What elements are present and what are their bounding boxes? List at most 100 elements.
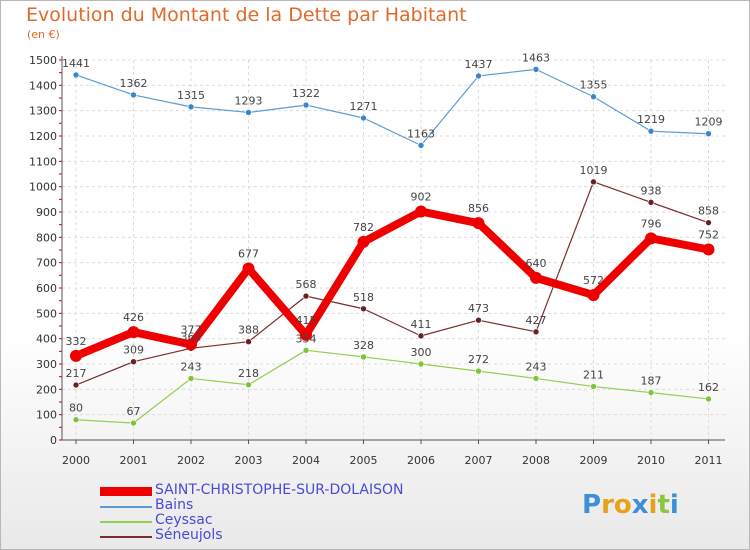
grid <box>62 59 725 441</box>
chart-unit: (en €) <box>27 28 60 41</box>
y-tick-label: 1400 <box>29 79 57 92</box>
data-point-bains <box>417 142 425 149</box>
x-tick-label: 2010 <box>637 454 665 467</box>
data-label-ceyssac: 328 <box>353 339 374 352</box>
data-point-ceyssac <box>705 395 712 403</box>
data-label-s-neujols: 411 <box>411 318 432 331</box>
data-point-ceyssac <box>532 375 540 382</box>
data-label-saint-christophe-sur-dolaison: 902 <box>411 190 432 203</box>
chart-title: Evolution du Montant de la Dette par Hab… <box>26 4 467 26</box>
data-label-s-neujols: 518 <box>353 291 374 304</box>
logo-letter: t <box>657 490 670 520</box>
data-label-saint-christophe-sur-dolaison: 640 <box>526 257 547 270</box>
data-label-bains: 1219 <box>637 113 665 126</box>
data-label-s-neujols: 362 <box>181 330 202 343</box>
data-label-s-neujols: 1019 <box>580 164 608 177</box>
data-label-saint-christophe-sur-dolaison: 415 <box>296 314 317 327</box>
data-point-ceyssac <box>72 416 80 424</box>
data-point-bains <box>72 71 80 79</box>
y-tick-label: 1000 <box>29 181 57 194</box>
data-point-bains <box>130 91 137 99</box>
x-tick-label: 2008 <box>522 454 550 467</box>
data-label-ceyssac: 354 <box>296 332 317 345</box>
data-point-ceyssac <box>245 381 252 389</box>
data-label-bains: 1271 <box>350 100 378 113</box>
data-label-saint-christophe-sur-dolaison: 332 <box>66 335 87 348</box>
data-point-bains <box>245 109 252 116</box>
data-label-ceyssac: 300 <box>411 346 432 359</box>
data-label-ceyssac: 218 <box>238 367 259 380</box>
y-tick-label: 100 <box>36 409 57 422</box>
x-tick-label: 2011 <box>695 454 723 467</box>
data-point-ceyssac <box>417 360 425 368</box>
logo-letter: i <box>669 490 679 520</box>
data-point-saint-christophe-sur-dolaison <box>185 338 197 351</box>
data-label-bains: 1441 <box>62 57 90 70</box>
data-point-s-neujols <box>417 332 425 340</box>
data-label-bains: 1293 <box>235 94 263 107</box>
chart-plot: 0 100 200 300 400 500 600 700 800 900 1000 1100 1200… <box>29 51 725 467</box>
series-layer <box>70 66 715 427</box>
data-point-s-neujols <box>705 219 712 226</box>
data-label-bains: 1209 <box>695 116 723 129</box>
data-point-ceyssac <box>187 375 195 382</box>
logo-letter: r <box>601 490 614 520</box>
data-point-bains <box>532 66 540 73</box>
legend-swatch <box>100 521 152 523</box>
data-label-s-neujols: 217 <box>66 367 87 380</box>
series-line-bains <box>75 68 709 146</box>
data-label-ceyssac: 243 <box>526 360 547 373</box>
data-point-bains <box>705 130 712 138</box>
y-tick-label: 0 <box>50 434 57 447</box>
data-point-ceyssac <box>475 367 482 375</box>
x-tick-label: 2009 <box>580 454 608 467</box>
y-tick-label: 1500 <box>29 54 57 67</box>
y-tick-label: 1100 <box>29 155 57 168</box>
data-label-ceyssac: 243 <box>181 360 202 373</box>
data-point-saint-christophe-sur-dolaison <box>645 232 657 245</box>
legend-label: Séneujols <box>155 527 223 543</box>
data-label-s-neujols: 309 <box>123 344 144 357</box>
data-point-saint-christophe-sur-dolaison <box>415 205 427 218</box>
data-point-s-neujols <box>72 381 80 389</box>
data-label-bains: 1163 <box>407 127 435 140</box>
data-label-s-neujols: 858 <box>698 205 719 218</box>
data-point-bains <box>590 93 597 101</box>
logo-letter: i <box>648 490 658 520</box>
x-tick-label: 2004 <box>292 454 320 467</box>
data-point-saint-christophe-sur-dolaison <box>357 235 370 248</box>
x-tick-label: 2000 <box>62 454 90 467</box>
data-point-s-neujols <box>130 358 137 366</box>
data-point-bains <box>647 127 655 135</box>
data-label-saint-christophe-sur-dolaison: 572 <box>583 274 604 287</box>
data-point-ceyssac <box>130 419 137 427</box>
y-tick-label: 700 <box>36 257 57 270</box>
x-tick-label: 2005 <box>350 454 378 467</box>
logo-letter: x <box>631 490 649 520</box>
data-label-ceyssac: 187 <box>641 375 662 388</box>
data-point-saint-christophe-sur-dolaison <box>472 217 485 230</box>
x-tick-label: 2007 <box>465 454 493 467</box>
legend-swatch <box>100 487 152 496</box>
data-label-bains: 1437 <box>465 58 493 71</box>
data-label-saint-christophe-sur-dolaison: 426 <box>123 311 144 324</box>
data-label-s-neujols: 568 <box>296 278 317 291</box>
data-label-ceyssac: 67 <box>127 405 141 418</box>
x-tick-label: 2003 <box>235 454 263 467</box>
legend-swatch <box>100 506 152 508</box>
series-line-ceyssac <box>75 349 709 424</box>
data-labels: 1441 1362 1315 1293 1322 1271 1163 1437 1463 1355… <box>62 51 723 418</box>
data-point-s-neujols <box>302 292 310 300</box>
axes: 0 100 200 300 400 500 600 700 800 900 1000 1100 1200… <box>29 54 725 467</box>
data-label-bains: 1362 <box>120 77 148 90</box>
y-tick-label: 300 <box>36 358 57 371</box>
data-label-saint-christophe-sur-dolaison: 782 <box>353 221 374 234</box>
data-point-ceyssac <box>590 383 597 390</box>
data-label-saint-christophe-sur-dolaison: 677 <box>238 247 259 260</box>
data-label-s-neujols: 388 <box>238 324 259 337</box>
data-label-s-neujols: 473 <box>468 302 489 315</box>
legend-label: Bains <box>155 497 194 513</box>
y-tick-label: 200 <box>36 383 57 396</box>
data-label-bains: 1315 <box>177 89 205 102</box>
series-line-s-neujols <box>75 181 709 386</box>
